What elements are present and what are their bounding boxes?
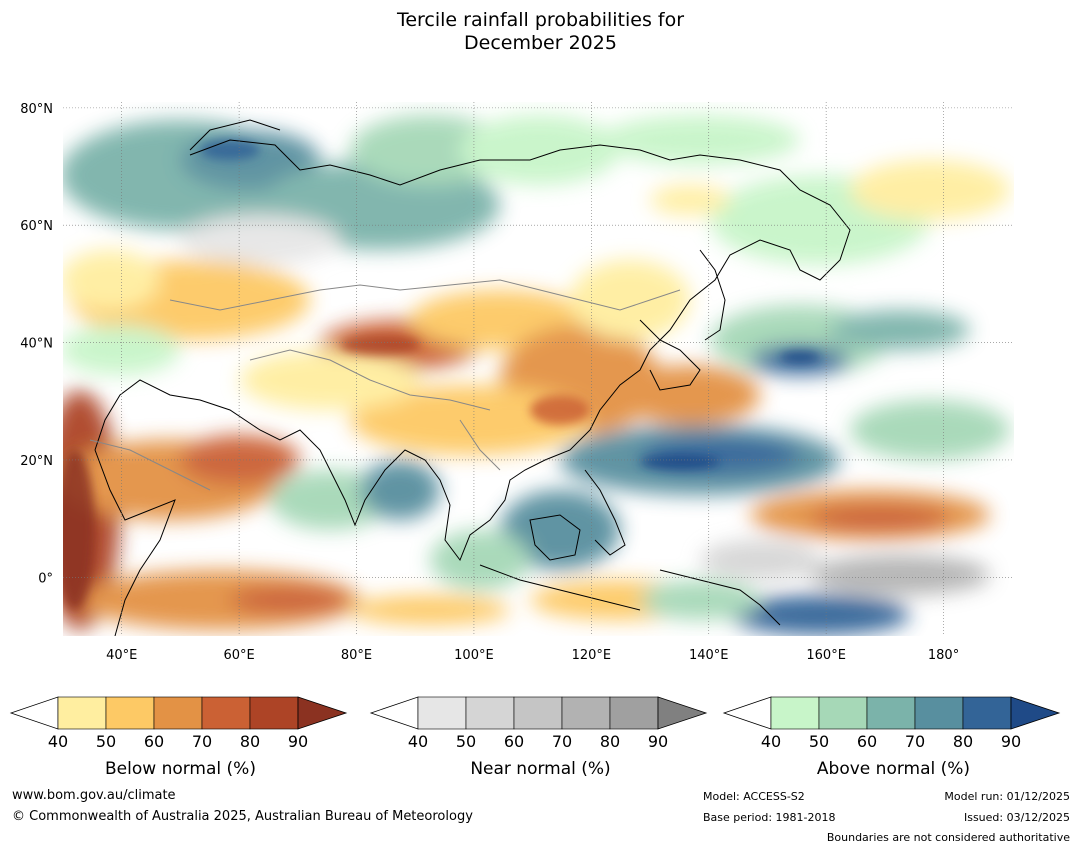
colorbar-tick-label: 40: [48, 732, 68, 750]
colorbar-tick-label: 50: [809, 732, 829, 750]
colorbar-tick-label: 40: [408, 732, 428, 750]
country-borders: [89, 279, 681, 491]
colorbar-segment: [201, 696, 251, 730]
issued-text: Issued: 03/12/2025: [963, 811, 1070, 824]
base-period-text: Base period: 1981-2018: [703, 811, 836, 824]
colorbar-segment: [105, 696, 155, 730]
chart-title: Tercile rainfall probabilities for Decem…: [0, 9, 1081, 55]
graticule: [63, 102, 1014, 636]
colorbar-segment: [249, 696, 299, 730]
colorbar-segment: [818, 696, 868, 730]
colorbar-segment: [57, 696, 107, 730]
colorbar-extend-low: [722, 696, 772, 730]
colorbar-tick-label: 90: [288, 732, 308, 750]
colorbar-segment: [962, 696, 1012, 730]
lon-tick-label: 160°E: [806, 648, 846, 663]
colorbar-segment: [513, 696, 563, 730]
colorbar-extend-low: [369, 696, 419, 730]
lat-tick-label: 80°N: [20, 102, 53, 117]
website-link[interactable]: www.bom.gov.au/climate: [12, 788, 176, 803]
lon-tick-label: 60°E: [223, 648, 254, 663]
colorbar-segment: [609, 696, 659, 730]
colorbar-segment: [561, 696, 611, 730]
lon-tick-label: 120°E: [572, 648, 612, 663]
colorbar-segment: [153, 696, 203, 730]
colorbar-near-normal: 40 50 60 70 80 90: [369, 696, 708, 750]
colorbar-segment: [866, 696, 916, 730]
colorbar-tick-label: 60: [857, 732, 877, 750]
colorbar-tick-label: 80: [600, 732, 620, 750]
colorbar-below-normal-title: Below normal (%): [105, 759, 256, 779]
colorbar-tick-label: 50: [456, 732, 476, 750]
longitude-labels: 40°E 60°E 80°E 100°E 120°E 140°E 160°E 180°: [106, 648, 959, 663]
colorbar-segment: [770, 696, 820, 730]
copyright-text: © Commonwealth of Australia 2025, Austra…: [12, 809, 473, 824]
lon-tick-label: 80°E: [341, 648, 372, 663]
colorbar-near-normal-title: Near normal (%): [470, 759, 611, 779]
lon-tick-label: 100°E: [454, 648, 494, 663]
lon-tick-label: 140°E: [689, 648, 729, 663]
colorbar-above-normal-title: Above normal (%): [816, 759, 971, 779]
colorbar-tick-label: 60: [504, 732, 524, 750]
lon-tick-label: 180°: [928, 648, 959, 663]
colorbar-tick-label: 50: [96, 732, 116, 750]
colorbar-tick-label: 90: [648, 732, 668, 750]
colorbar-extend-high: [1010, 696, 1061, 730]
forecast-map: 80°N 60°N 40°N 20°N 0° 40°E 60°E 80°E 100°E 120°…: [20, 102, 1014, 663]
colorbar-below-normal: 40 50 60 70 80 90: [9, 696, 348, 750]
lat-tick-label: 0°: [38, 571, 53, 586]
colorbar-tick-label: 80: [240, 732, 260, 750]
coastlines: [94, 119, 851, 636]
lat-tick-label: 20°N: [20, 454, 53, 469]
colorbar-tick-label: 70: [192, 732, 212, 750]
lat-tick-label: 60°N: [20, 219, 53, 234]
colorbar-tick-label: 40: [761, 732, 781, 750]
colorbar-tick-label: 80: [953, 732, 973, 750]
probability-field: [63, 115, 1010, 635]
model-text: Model: ACCESS-S2: [703, 790, 805, 803]
colorbar-segment: [914, 696, 964, 730]
colorbar-tick-label: 90: [1001, 732, 1021, 750]
chart-title-line2: December 2025: [464, 32, 617, 54]
colorbar-segment: [417, 696, 467, 730]
boundaries-note: Boundaries are not considered authoritat…: [826, 831, 1070, 844]
colorbar-tick-label: 70: [905, 732, 925, 750]
lon-tick-label: 40°E: [106, 648, 137, 663]
colorbar-extend-high: [657, 696, 708, 730]
latitude-labels: 80°N 60°N 40°N 20°N 0°: [20, 102, 53, 586]
colorbar-tick-label: 60: [144, 732, 164, 750]
colorbar-segment: [465, 696, 515, 730]
chart-title-line1: Tercile rainfall probabilities for: [396, 9, 685, 31]
colorbar-extend-low: [9, 696, 59, 730]
lat-tick-label: 40°N: [20, 337, 53, 352]
colorbar-extend-high: [297, 696, 348, 730]
model-run-text: Model run: 01/12/2025: [944, 790, 1070, 803]
colorbar-above-normal: 40 50 60 70 80 90: [722, 696, 1061, 750]
colorbar-tick-label: 70: [552, 732, 572, 750]
